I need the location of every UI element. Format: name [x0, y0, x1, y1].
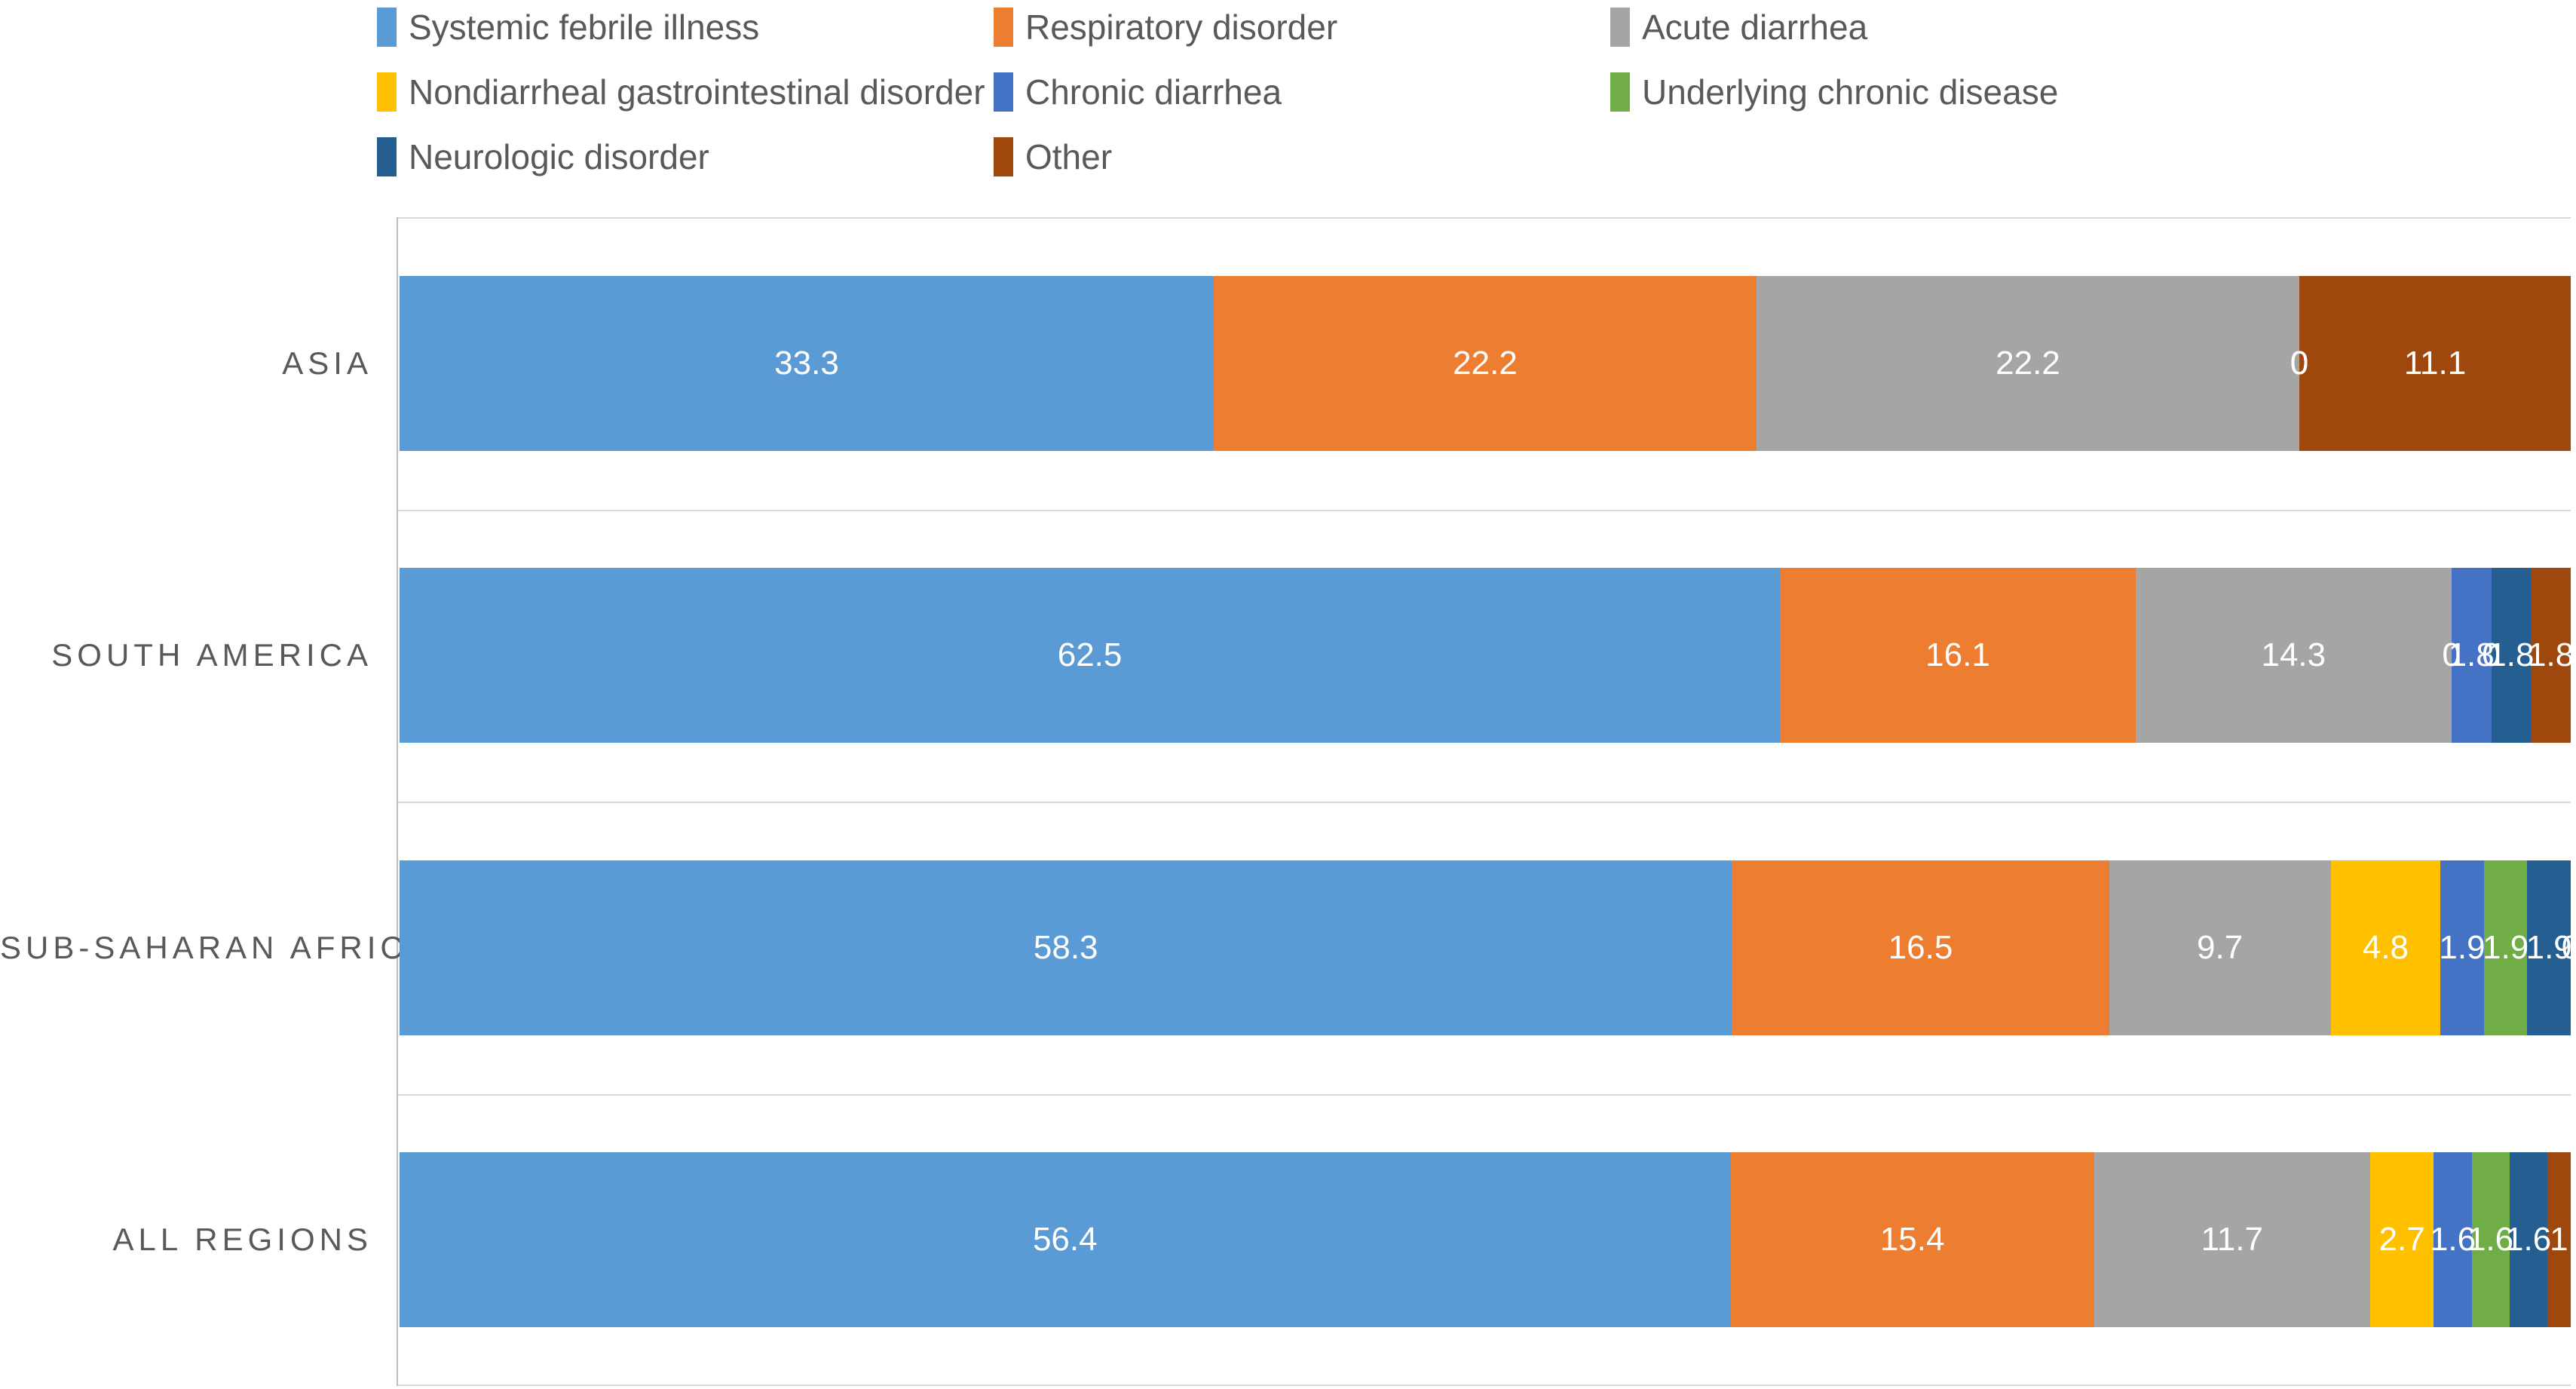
- legend-label: Chronic diarrhea: [1025, 72, 1282, 112]
- bar-segment: [2471, 1152, 2510, 1327]
- data-label: 1.9: [2483, 929, 2529, 966]
- bar-all-regions: 56.4 15.4 11.7 2.7 1.6 1.6 1.6 1: [400, 1152, 2571, 1327]
- bar-south-america: 62.5 16.1 14.3 0 1.8 0 1.8 1.8: [400, 568, 2574, 743]
- data-label: 1.6: [2429, 1221, 2476, 1258]
- bar-segment: [1757, 276, 2299, 451]
- legend-label: Nondiarrheal gastrointestinal disorder: [409, 72, 985, 112]
- data-label: 58.3: [1033, 929, 1098, 966]
- data-label: 1: [2550, 1221, 2568, 1258]
- category-label: ALL REGIONS: [112, 1222, 372, 1257]
- bar-segment: [2330, 860, 2441, 1035]
- data-label: 0: [2290, 345, 2309, 382]
- legend-label: Systemic febrile illness: [409, 8, 760, 47]
- data-label: 1.9: [2439, 929, 2486, 966]
- legend-item: Underlying chronic disease: [1610, 72, 2058, 112]
- bar-segment: [2440, 860, 2484, 1035]
- legend-label: Respiratory disorder: [1025, 8, 1338, 47]
- bar-segment: [400, 1152, 1731, 1327]
- legend-item: Nondiarrheal gastrointestinal disorder: [377, 72, 985, 112]
- gridline: [398, 510, 2571, 511]
- category-label: ASIA: [282, 345, 372, 381]
- bar-segment: [2109, 860, 2331, 1035]
- data-label: 0: [2561, 929, 2576, 966]
- gridline: [398, 802, 2571, 803]
- data-label: 1.9: [2525, 929, 2572, 966]
- bar-segment: [2434, 1152, 2472, 1327]
- data-label: 11.1: [2403, 345, 2467, 382]
- legend-label: Neurologic disorder: [409, 137, 709, 176]
- bar-segment: [400, 860, 1732, 1035]
- data-label: 0: [2290, 345, 2309, 382]
- data-label: 16.5: [1888, 929, 1953, 966]
- data-label: 0: [2290, 345, 2309, 382]
- legend-swatch: [377, 137, 397, 176]
- data-label: 4.8: [2362, 929, 2409, 966]
- data-label: 1.6: [2505, 1221, 2552, 1258]
- legend-item: Neurologic disorder: [377, 137, 709, 176]
- legend-swatch: [377, 8, 397, 47]
- legend-label: Acute diarrhea: [1642, 8, 1868, 47]
- category-label: SUB-SAHARAN AFRICA: [0, 930, 433, 965]
- bar-segment: [1214, 276, 1757, 451]
- legend-item: Systemic febrile illness: [377, 8, 759, 47]
- data-label: 1.6: [2467, 1221, 2514, 1258]
- bar-segment: [2451, 568, 2492, 743]
- bar-segment: [2135, 568, 2452, 743]
- category-label: SOUTH AMERICA: [51, 637, 372, 673]
- gridline: [398, 217, 2571, 219]
- legend-label: Underlying chronic disease: [1642, 72, 2059, 112]
- bar-segment: [400, 568, 1781, 743]
- legend-swatch: [1610, 8, 1630, 47]
- legend-item: Respiratory disorder: [994, 8, 1337, 47]
- data-label: 1.8: [2488, 636, 2535, 673]
- data-label: 0: [2482, 636, 2501, 673]
- bar-segment: [2547, 1152, 2571, 1327]
- gridline: [398, 1094, 2571, 1096]
- bar-segment: [2491, 568, 2532, 743]
- bar-segment: [2483, 860, 2528, 1035]
- bar-asia: 33.3 22.2 22.2 0 0 0 0 11.1: [400, 276, 2571, 451]
- data-label: 56.4: [1032, 1221, 1098, 1258]
- legend-item: Other: [994, 137, 1112, 176]
- bar-segment: [1730, 1152, 2094, 1327]
- data-label: 16.1: [1925, 636, 1990, 673]
- bar-segment: [1732, 860, 2109, 1035]
- data-label: 1.8: [2528, 636, 2574, 673]
- legend-label: Other: [1025, 137, 1113, 176]
- bar-segment: [2369, 1152, 2434, 1327]
- data-label: 9.7: [2197, 929, 2244, 966]
- legend-swatch: [994, 8, 1013, 47]
- data-label: 22.2: [1996, 345, 2060, 382]
- bar-segment: [400, 276, 1214, 451]
- bar-segment: [2509, 1152, 2547, 1327]
- data-label: 1.8: [2448, 636, 2495, 673]
- legend-swatch: [377, 72, 397, 112]
- legend-swatch: [994, 137, 1013, 176]
- bar-segment: [2094, 1152, 2370, 1327]
- data-label: 11.7: [2201, 1221, 2263, 1258]
- data-label: 14.3: [2261, 636, 2326, 673]
- bar-sub-saharan-africa: 58.3 16.5 9.7 4.8 1.9 1.9 1.9 0: [400, 860, 2576, 1035]
- data-label: 15.4: [1879, 1221, 1945, 1258]
- category-axis-line: [397, 217, 398, 1386]
- legend-item: Chronic diarrhea: [994, 72, 1282, 112]
- data-label: 2.7: [2378, 1221, 2425, 1258]
- data-label: 33.3: [774, 345, 839, 382]
- bar-segment: [2531, 568, 2571, 743]
- gridline: [398, 1384, 2571, 1386]
- data-label: 62.5: [1057, 636, 1123, 673]
- bar-segment: [2527, 860, 2571, 1035]
- data-label: 0: [2290, 345, 2309, 382]
- data-label: 22.2: [1453, 345, 1518, 382]
- bar-segment: [1780, 568, 2136, 743]
- bar-segment: [2299, 276, 2571, 451]
- legend-swatch: [994, 72, 1013, 112]
- data-label: 0: [2442, 636, 2461, 673]
- legend-swatch: [1610, 72, 1630, 112]
- plot-area: [397, 217, 2571, 1386]
- legend-item: Acute diarrhea: [1610, 8, 1867, 47]
